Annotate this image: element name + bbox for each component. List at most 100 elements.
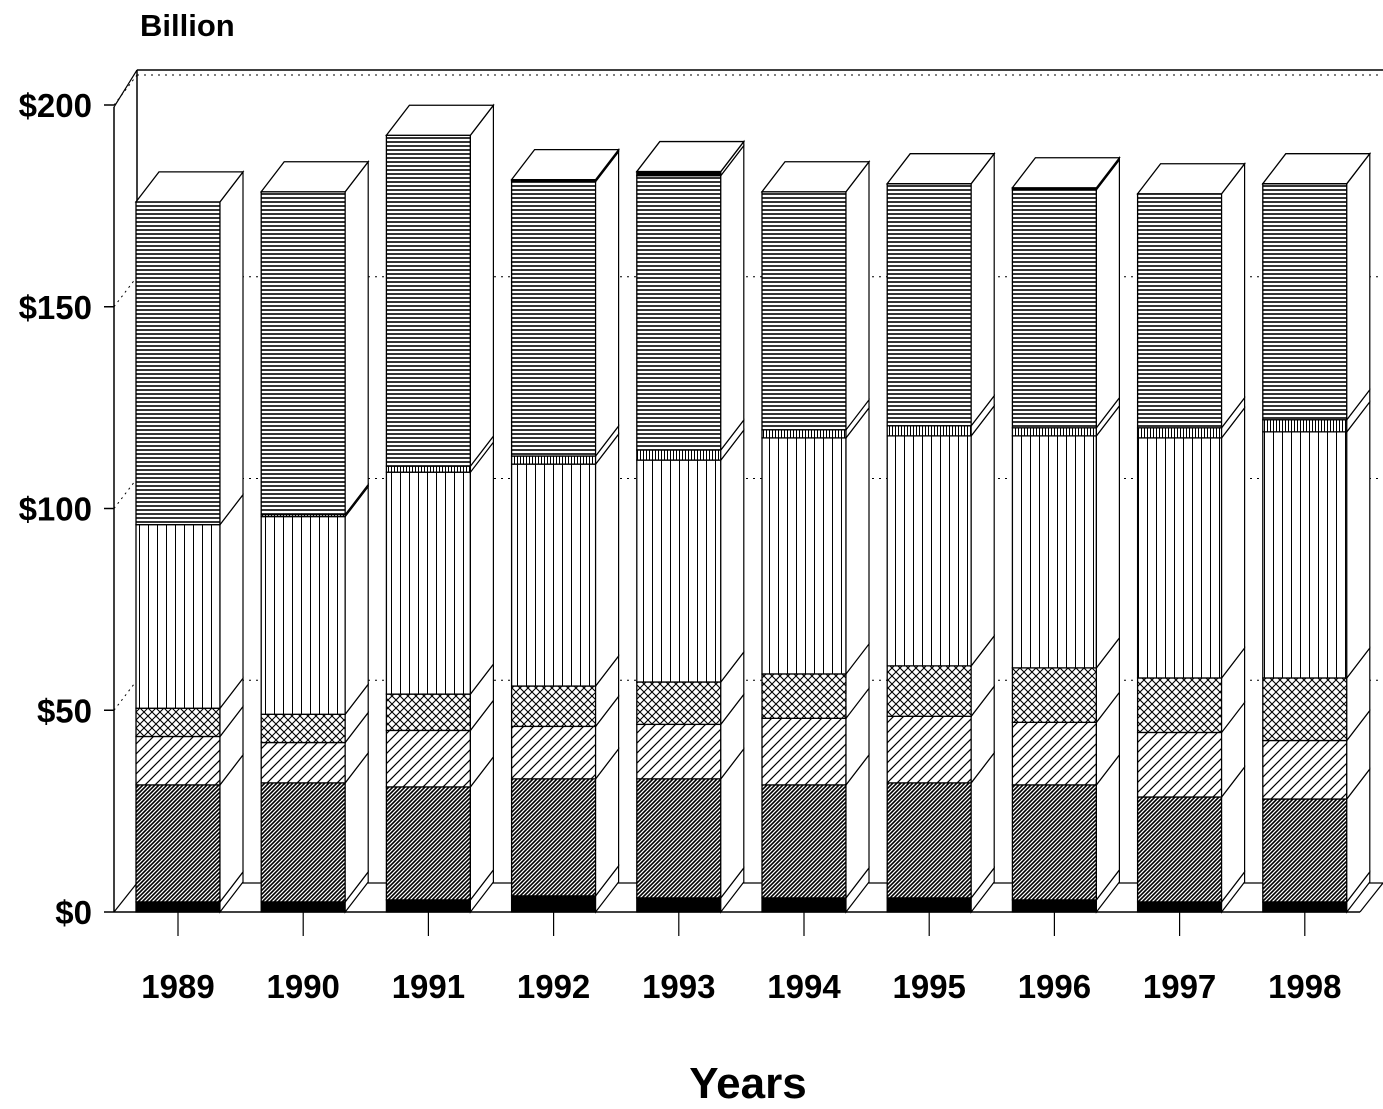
bar-top-1989 (134, 171, 245, 203)
y-tick-label-0: $0 (55, 894, 92, 931)
bar-segment-1994-crosshatch (761, 673, 847, 719)
bar-segment-1997-crosshatch (1136, 677, 1223, 734)
y-axis-top-connector (113, 69, 138, 108)
bar-segment-1997-fine-vertical (1136, 427, 1223, 439)
bar-side-1994-vertical-lines (845, 406, 870, 676)
bar-1996 (1011, 155, 1121, 914)
bar-segment-1992-wide-diagonal (510, 725, 597, 780)
bar-segment-1994-dense-diagonal (761, 784, 847, 899)
bar-segment-1994-horizontal-lines (761, 191, 847, 431)
bar-segment-1993-fine-vertical (636, 449, 722, 461)
bar-segment-1993-wide-diagonal (636, 723, 722, 780)
bar-segment-1993-dense-diagonal (636, 778, 722, 899)
x-tick-label-1991: 1991 (392, 968, 465, 1005)
bar-1993 (635, 139, 746, 914)
bar-segment-1997-vertical-lines (1136, 437, 1223, 679)
bar-segment-1995-solid-black (886, 897, 972, 913)
gridline-connector-100 (113, 478, 138, 509)
bar-side-1996-vertical-lines (1095, 404, 1121, 670)
bar-top-1992 (510, 148, 620, 181)
bar-side-1993-horizontal-lines (720, 143, 745, 452)
bar-segment-1998-dense-diagonal (1262, 798, 1348, 903)
bars (134, 103, 1372, 914)
bar-top-1995 (885, 153, 996, 185)
bar-segment-1995-fine-vertical (886, 425, 972, 437)
x-tick-label-1992: 1992 (517, 968, 590, 1005)
bar-segment-1989-solid-black (135, 901, 221, 913)
bar-1989 (134, 170, 245, 914)
bar-segment-1992-horizontal-lines (510, 181, 597, 457)
y-tick-label-50: $50 (37, 692, 92, 729)
bar-side-1989-vertical-lines (219, 492, 244, 711)
bar-segment-1992-dense-diagonal (510, 778, 597, 897)
bar-side-1990-horizontal-lines (344, 159, 369, 517)
bar-side-1996-horizontal-lines (1095, 157, 1121, 430)
bar-segment-1992-vertical-lines (510, 463, 597, 687)
x-tick-label-1994: 1994 (767, 968, 841, 1005)
bar-segment-1989-vertical-lines (135, 523, 221, 709)
gridline-connector-150 (113, 276, 138, 308)
bar-segment-1997-solid-black (1136, 901, 1223, 913)
bar-1992 (510, 147, 620, 914)
bar-top-1994 (760, 161, 871, 193)
bar-segment-1993-solid-black (636, 897, 722, 913)
bar-1998 (1261, 151, 1372, 914)
bar-segment-1997-dense-diagonal (1136, 796, 1223, 903)
bar-1995 (885, 151, 996, 914)
bar-top-1996 (1011, 157, 1121, 189)
bar-segment-1996-dense-diagonal (1011, 784, 1098, 901)
bar-segment-1989-horizontal-lines (135, 201, 221, 526)
x-axis: 1989 1990 1991 1992 1993 1994 1995 1996 1997 1998 (141, 912, 1342, 1005)
bar-segment-1994-wide-diagonal (761, 717, 847, 786)
bar-1990 (259, 159, 370, 914)
bar-top-1991 (385, 104, 495, 136)
bar-segment-1996-wide-diagonal (1011, 721, 1098, 786)
bar-segment-1991-fine-vertical (385, 465, 472, 473)
gridlines (113, 74, 1383, 711)
floor-left-edge (113, 882, 138, 913)
bar-segment-1995-dense-diagonal (886, 782, 972, 899)
bar-side-1995-horizontal-lines (970, 151, 995, 428)
x-axis-label: Years (689, 1059, 806, 1108)
bar-1991 (385, 103, 495, 914)
y-axis-label: Billion (140, 8, 235, 43)
bar-segment-1991-dense-diagonal (385, 786, 472, 901)
x-tick-label-1997: 1997 (1143, 968, 1216, 1005)
bar-side-1992-horizontal-lines (594, 149, 620, 458)
bar-1994 (760, 159, 871, 914)
bar-1997 (1136, 162, 1246, 914)
bar-segment-1998-vertical-lines (1262, 431, 1348, 679)
bar-segment-1992-fine-vertical (510, 455, 597, 465)
bar-side-1998-horizontal-lines (1346, 151, 1371, 422)
bar-top-1998 (1261, 153, 1372, 185)
bar-segment-1997-horizontal-lines (1136, 193, 1223, 429)
bar-segment-1995-wide-diagonal (886, 715, 972, 784)
x-tick-label-1993: 1993 (642, 968, 715, 1005)
bar-segment-1993-vertical-lines (636, 459, 722, 683)
bar-segment-1993-crosshatch (636, 681, 722, 726)
bar-segment-1990-dense-diagonal (260, 782, 346, 903)
bar-side-1989-horizontal-lines (219, 170, 244, 527)
bar-side-1994-horizontal-lines (845, 159, 870, 432)
bar-segment-1996-vertical-lines (1011, 435, 1098, 669)
bar-segment-1998-wide-diagonal (1262, 739, 1348, 800)
bar-segment-1991-horizontal-lines (385, 134, 472, 467)
bar-top-1993 (635, 140, 746, 173)
bar-segment-1992-crosshatch (510, 685, 597, 728)
bar-segment-1995-horizontal-lines (886, 183, 972, 427)
bar-segment-1990-wide-diagonal (260, 741, 346, 784)
bar-side-1997-horizontal-lines (1220, 162, 1246, 430)
bar-top-1997 (1136, 163, 1246, 195)
x-tick-label-1995: 1995 (892, 968, 965, 1005)
bar-segment-1991-vertical-lines (385, 471, 472, 695)
bar-segment-1996-fine-vertical (1011, 427, 1098, 437)
bar-side-1993-vertical-lines (720, 428, 745, 684)
bar-segment-1989-wide-diagonal (135, 735, 221, 786)
x-tick-label-1989: 1989 (141, 968, 214, 1005)
bar-segment-1994-solid-black (761, 897, 847, 913)
bar-segment-1996-crosshatch (1011, 667, 1098, 724)
bar-segment-1990-horizontal-lines (260, 191, 346, 516)
bar-segment-1995-crosshatch (886, 665, 972, 717)
bar-segment-1997-wide-diagonal (1136, 731, 1223, 798)
bar-segment-1991-wide-diagonal (385, 729, 472, 788)
